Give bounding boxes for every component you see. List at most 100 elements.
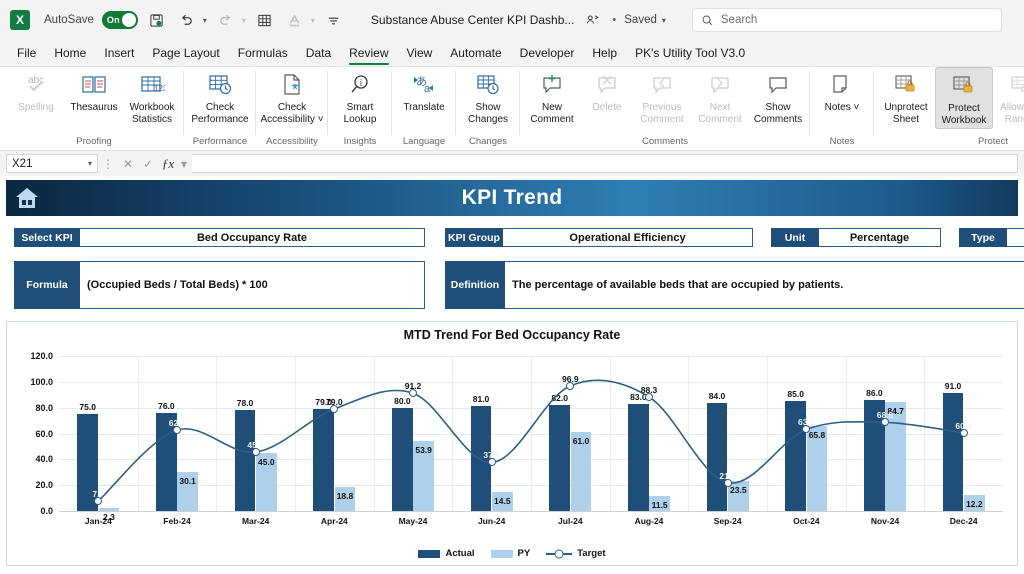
kpi-group-field: KPI Group Operational Efficiency xyxy=(445,228,753,247)
kpi-group-value[interactable]: Operational Efficiency xyxy=(503,228,753,247)
home-icon[interactable] xyxy=(6,186,48,210)
chart-bar-actual[interactable] xyxy=(470,406,492,511)
workbook-statistics-button[interactable]: 123 Workbook Statistics xyxy=(123,67,181,129)
chart-target-marker[interactable] xyxy=(487,458,496,467)
chart-target-marker[interactable] xyxy=(173,426,181,435)
show-comments-button[interactable]: Show Comments xyxy=(749,67,807,129)
font-color-chevron-down-icon[interactable]: ▾ xyxy=(310,15,315,25)
tab-data[interactable]: Data xyxy=(305,46,332,60)
comment-delete-icon xyxy=(594,71,620,99)
table-icon[interactable] xyxy=(254,9,276,31)
chart-y-tick: 0.0 xyxy=(40,506,53,516)
ribbon-group-proofing: abc Spelling Thesaurus 123 Workbook Stat… xyxy=(4,67,184,151)
chart-target-marker[interactable] xyxy=(645,392,653,401)
chart-bar-py[interactable] xyxy=(728,480,749,511)
chart-bar-py[interactable] xyxy=(334,486,356,511)
legend-item-actual[interactable]: Actual xyxy=(418,548,475,559)
tab-automate[interactable]: Automate xyxy=(450,46,502,60)
tab-page-layout[interactable]: Page Layout xyxy=(152,46,220,60)
smart-lookup-button[interactable]: i Smart Lookup xyxy=(331,67,389,129)
tab-review[interactable]: Review xyxy=(340,43,397,65)
new-comment-label: New Comment xyxy=(530,102,574,125)
chart-bar-py[interactable] xyxy=(806,426,828,511)
share-icon[interactable] xyxy=(582,9,604,31)
chart-x-tick: Dec-24 xyxy=(949,516,978,526)
ribbon-group-performance: Check Performance Performance xyxy=(184,67,256,151)
chart-bar-py[interactable] xyxy=(98,508,120,511)
notes-button[interactable]: Notes ˅ xyxy=(813,67,871,129)
chart-target-marker[interactable] xyxy=(330,404,339,413)
type-value[interactable]: UTB xyxy=(1007,228,1024,247)
thesaurus-button[interactable]: Thesaurus xyxy=(65,67,123,129)
select-kpi-value[interactable]: Bed Occupancy Rate xyxy=(80,228,425,247)
chart-bar-actual[interactable] xyxy=(77,414,98,511)
tab-pks-utility-tool[interactable]: PK's Utility Tool V3.0 xyxy=(635,46,746,60)
autosave-toggle[interactable]: On xyxy=(101,11,138,29)
chart-bar-actual[interactable] xyxy=(234,410,256,511)
chart-bar-actual[interactable] xyxy=(706,402,728,511)
chart-bar-py[interactable] xyxy=(256,452,277,511)
note-icon xyxy=(829,71,855,99)
chart-bar-py[interactable] xyxy=(964,495,985,511)
chart-target-marker[interactable] xyxy=(566,381,575,390)
next-comment-button: Next Comment xyxy=(691,67,749,129)
chart-bar-py[interactable] xyxy=(649,496,670,511)
save-icon[interactable] xyxy=(146,9,168,31)
chart-bar-py[interactable] xyxy=(492,492,513,511)
protect-workbook-button[interactable]: Protect Workbook xyxy=(935,67,993,129)
chart-bar-py[interactable] xyxy=(177,472,198,511)
chart-target-marker[interactable] xyxy=(802,425,811,434)
legend-item-py[interactable]: PY xyxy=(490,548,530,559)
tab-help[interactable]: Help xyxy=(592,46,618,60)
chart-bar-actual[interactable] xyxy=(156,412,177,511)
tab-developer[interactable]: Developer xyxy=(519,46,575,60)
tab-home[interactable]: Home xyxy=(54,46,87,60)
show-changes-button[interactable]: Show Changes xyxy=(459,67,517,129)
chart-target-marker[interactable] xyxy=(94,497,103,506)
chart-target-marker[interactable] xyxy=(881,418,889,427)
check-accessibility-button[interactable]: Check Accessibility ˅ xyxy=(259,67,325,129)
chart-bar-py[interactable] xyxy=(570,432,592,511)
chart-bar-actual[interactable] xyxy=(628,403,649,511)
tab-formulas[interactable]: Formulas xyxy=(237,46,288,60)
new-comment-button[interactable]: New Comment xyxy=(523,67,581,129)
formula-bar-chevron-down-icon[interactable]: ▾ xyxy=(180,156,188,171)
svg-text:i: i xyxy=(360,78,363,88)
saved-chevron-down-icon[interactable]: ▾ xyxy=(661,15,666,25)
chart-bar-actual[interactable] xyxy=(785,401,806,511)
chart-target-marker[interactable] xyxy=(723,478,732,487)
chart-target-marker[interactable] xyxy=(409,389,417,398)
chart-bar-actual[interactable] xyxy=(392,407,413,511)
tab-insert[interactable]: Insert xyxy=(104,46,135,60)
name-box-chevron-down-icon[interactable]: ▾ xyxy=(87,159,92,168)
tab-view[interactable]: View xyxy=(406,46,433,60)
more-options-icon[interactable]: ⋮ xyxy=(102,156,114,171)
chart-bar-py[interactable] xyxy=(885,401,906,511)
chart-bar-actual[interactable] xyxy=(549,405,570,511)
formula-input[interactable] xyxy=(192,154,1018,173)
undo-icon[interactable] xyxy=(176,9,198,31)
unprotect-sheet-button[interactable]: Unprotect Sheet xyxy=(877,67,935,129)
chart-target-marker[interactable] xyxy=(959,428,968,437)
legend-item-target[interactable]: Target xyxy=(546,548,606,559)
search-input[interactable]: Search xyxy=(691,8,1002,32)
tab-file[interactable]: File xyxy=(17,46,37,60)
font-color-icon[interactable] xyxy=(284,9,306,31)
document-title[interactable]: Substance Abuse Center KPI Dashb... xyxy=(370,13,575,27)
customize-quick-access-icon[interactable] xyxy=(323,9,345,31)
check-performance-button[interactable]: Check Performance xyxy=(187,67,253,129)
undo-chevron-down-icon[interactable]: ▾ xyxy=(202,15,207,25)
show-changes-label: Show Changes xyxy=(467,102,509,125)
unit-value[interactable]: Percentage xyxy=(819,228,941,247)
chart-y-tick: 120.0 xyxy=(30,351,53,361)
name-box[interactable]: X21 ▾ xyxy=(6,154,98,173)
chart-bar-py[interactable] xyxy=(413,441,434,511)
chart-bar-actual[interactable] xyxy=(864,399,885,511)
notes-label: Notes ˅ xyxy=(824,102,860,113)
svg-text:あ: あ xyxy=(416,75,427,88)
chart-bar-actual[interactable] xyxy=(313,408,334,511)
chart-target-marker[interactable] xyxy=(251,448,260,457)
chart-bar-actual[interactable] xyxy=(942,393,964,511)
insert-function-icon[interactable]: ƒx xyxy=(161,155,175,171)
